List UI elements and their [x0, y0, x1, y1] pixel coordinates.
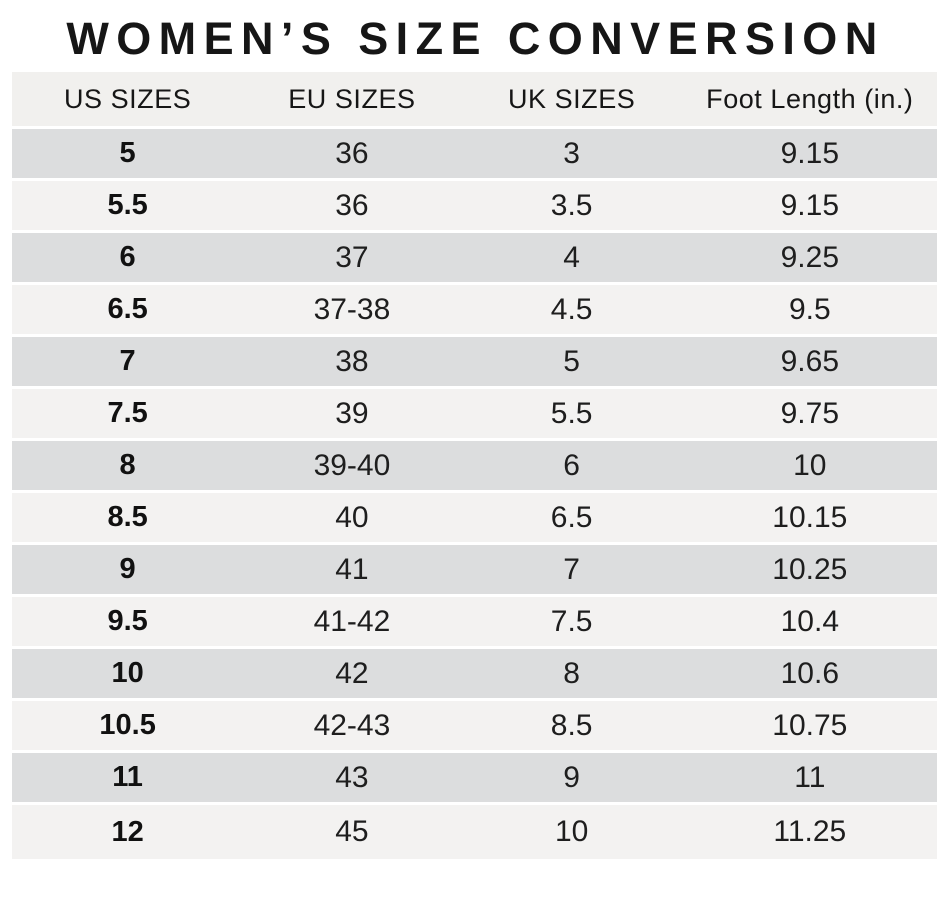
us-size-cell: 9.5 — [12, 594, 244, 646]
uk-size-cell: 8 — [460, 646, 683, 698]
eu-size-cell: 40 — [243, 490, 461, 542]
uk-size-cell: 7.5 — [460, 594, 683, 646]
us-size-cell: 5 — [12, 126, 244, 178]
us-size-cell: 7.5 — [12, 386, 244, 438]
eu-size-cell: 45 — [243, 802, 461, 859]
eu-size-cell: 39 — [243, 386, 461, 438]
eu-size-cell: 37-38 — [243, 282, 461, 334]
foot-length-cell: 9.15 — [682, 126, 937, 178]
us-size-cell: 6.5 — [12, 282, 244, 334]
table-row: 6.5 37-38 4.5 9.5 — [12, 282, 937, 334]
table-row: 10 42 8 10.6 — [12, 646, 937, 698]
eu-size-cell: 43 — [243, 750, 461, 802]
table-row: 8.5 40 6.5 10.15 — [12, 490, 937, 542]
foot-length-cell: 9.75 — [682, 386, 937, 438]
page-title: WOMEN’S SIZE CONVERSION — [66, 13, 885, 64]
us-size-cell: 7 — [12, 334, 244, 386]
table-body: 5 36 3 9.15 5.5 36 3.5 9.15 6 37 4 9.25 … — [12, 126, 937, 859]
table-row: 7 38 5 9.65 — [12, 334, 937, 386]
us-size-cell: 9 — [12, 542, 244, 594]
table-row: 9.5 41-42 7.5 10.4 — [12, 594, 937, 646]
uk-size-cell: 9 — [460, 750, 683, 802]
us-size-cell: 6 — [12, 230, 244, 282]
foot-length-cell: 11 — [682, 750, 937, 802]
foot-length-cell: 10 — [682, 438, 937, 490]
table-row: 5.5 36 3.5 9.15 — [12, 178, 937, 230]
uk-size-cell: 3.5 — [460, 178, 683, 230]
eu-size-cell: 37 — [243, 230, 461, 282]
table-row: 11 43 9 11 — [12, 750, 937, 802]
table-row: 5 36 3 9.15 — [12, 126, 937, 178]
eu-size-cell: 38 — [243, 334, 461, 386]
size-conversion-table: US SIZES EU SIZES UK SIZES Foot Length (… — [12, 72, 937, 859]
uk-size-cell: 8.5 — [460, 698, 683, 750]
us-size-cell: 12 — [12, 802, 244, 859]
us-size-cell: 8.5 — [12, 490, 244, 542]
table-row: 8 39-40 6 10 — [12, 438, 937, 490]
eu-size-cell: 41 — [243, 542, 461, 594]
header-foot-length: Foot Length (in.) — [682, 72, 937, 126]
table-row: 6 37 4 9.25 — [12, 230, 937, 282]
foot-length-cell: 9.15 — [682, 178, 937, 230]
uk-size-cell: 6 — [460, 438, 683, 490]
foot-length-cell: 9.25 — [682, 230, 937, 282]
foot-length-cell: 10.6 — [682, 646, 937, 698]
uk-size-cell: 4.5 — [460, 282, 683, 334]
table-row: 12 45 10 11.25 — [12, 802, 937, 859]
eu-size-cell: 42 — [243, 646, 461, 698]
foot-length-cell: 11.25 — [682, 802, 937, 859]
eu-size-cell: 39-40 — [243, 438, 461, 490]
table-row: 10.5 42-43 8.5 10.75 — [12, 698, 937, 750]
uk-size-cell: 10 — [460, 802, 683, 859]
uk-size-cell: 5.5 — [460, 386, 683, 438]
table-row: 7.5 39 5.5 9.75 — [12, 386, 937, 438]
foot-length-cell: 10.4 — [682, 594, 937, 646]
us-size-cell: 11 — [12, 750, 244, 802]
eu-size-cell: 36 — [243, 126, 461, 178]
uk-size-cell: 4 — [460, 230, 683, 282]
header-eu-sizes: EU SIZES — [243, 72, 461, 126]
eu-size-cell: 36 — [243, 178, 461, 230]
us-size-cell: 10.5 — [12, 698, 244, 750]
us-size-cell: 5.5 — [12, 178, 244, 230]
table-row: 9 41 7 10.25 — [12, 542, 937, 594]
uk-size-cell: 6.5 — [460, 490, 683, 542]
foot-length-cell: 9.65 — [682, 334, 937, 386]
header-uk-sizes: UK SIZES — [460, 72, 683, 126]
uk-size-cell: 7 — [460, 542, 683, 594]
foot-length-cell: 10.15 — [682, 490, 937, 542]
uk-size-cell: 3 — [460, 126, 683, 178]
eu-size-cell: 41-42 — [243, 594, 461, 646]
us-size-cell: 8 — [12, 438, 244, 490]
foot-length-cell: 10.25 — [682, 542, 937, 594]
header-us-sizes: US SIZES — [12, 72, 244, 126]
table-header: US SIZES EU SIZES UK SIZES Foot Length (… — [12, 72, 937, 126]
uk-size-cell: 5 — [460, 334, 683, 386]
foot-length-cell: 9.5 — [682, 282, 937, 334]
foot-length-cell: 10.75 — [682, 698, 937, 750]
us-size-cell: 10 — [12, 646, 244, 698]
eu-size-cell: 42-43 — [243, 698, 461, 750]
header-row: US SIZES EU SIZES UK SIZES Foot Length (… — [12, 72, 937, 126]
